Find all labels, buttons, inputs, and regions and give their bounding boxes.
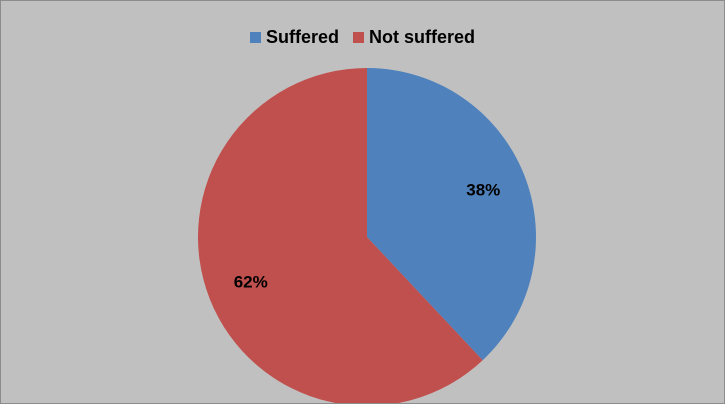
pie-slice-suffered [367, 68, 537, 361]
legend-item-not-suffered: Not suffered [353, 27, 475, 48]
legend-swatch-not-suffered [353, 32, 364, 43]
legend-item-suffered: Suffered [249, 27, 339, 48]
legend-swatch-suffered [249, 32, 261, 43]
legend-label-not-suffered: Not suffered [369, 27, 476, 47]
data-label-suffered: 38% [466, 180, 500, 199]
legend-label-suffered: Suffered [265, 27, 339, 47]
legend: Suffered Not suffered [1, 27, 724, 48]
data-label-not-suffered: 62% [234, 273, 268, 292]
pie-slice-not-suffered [198, 68, 483, 403]
